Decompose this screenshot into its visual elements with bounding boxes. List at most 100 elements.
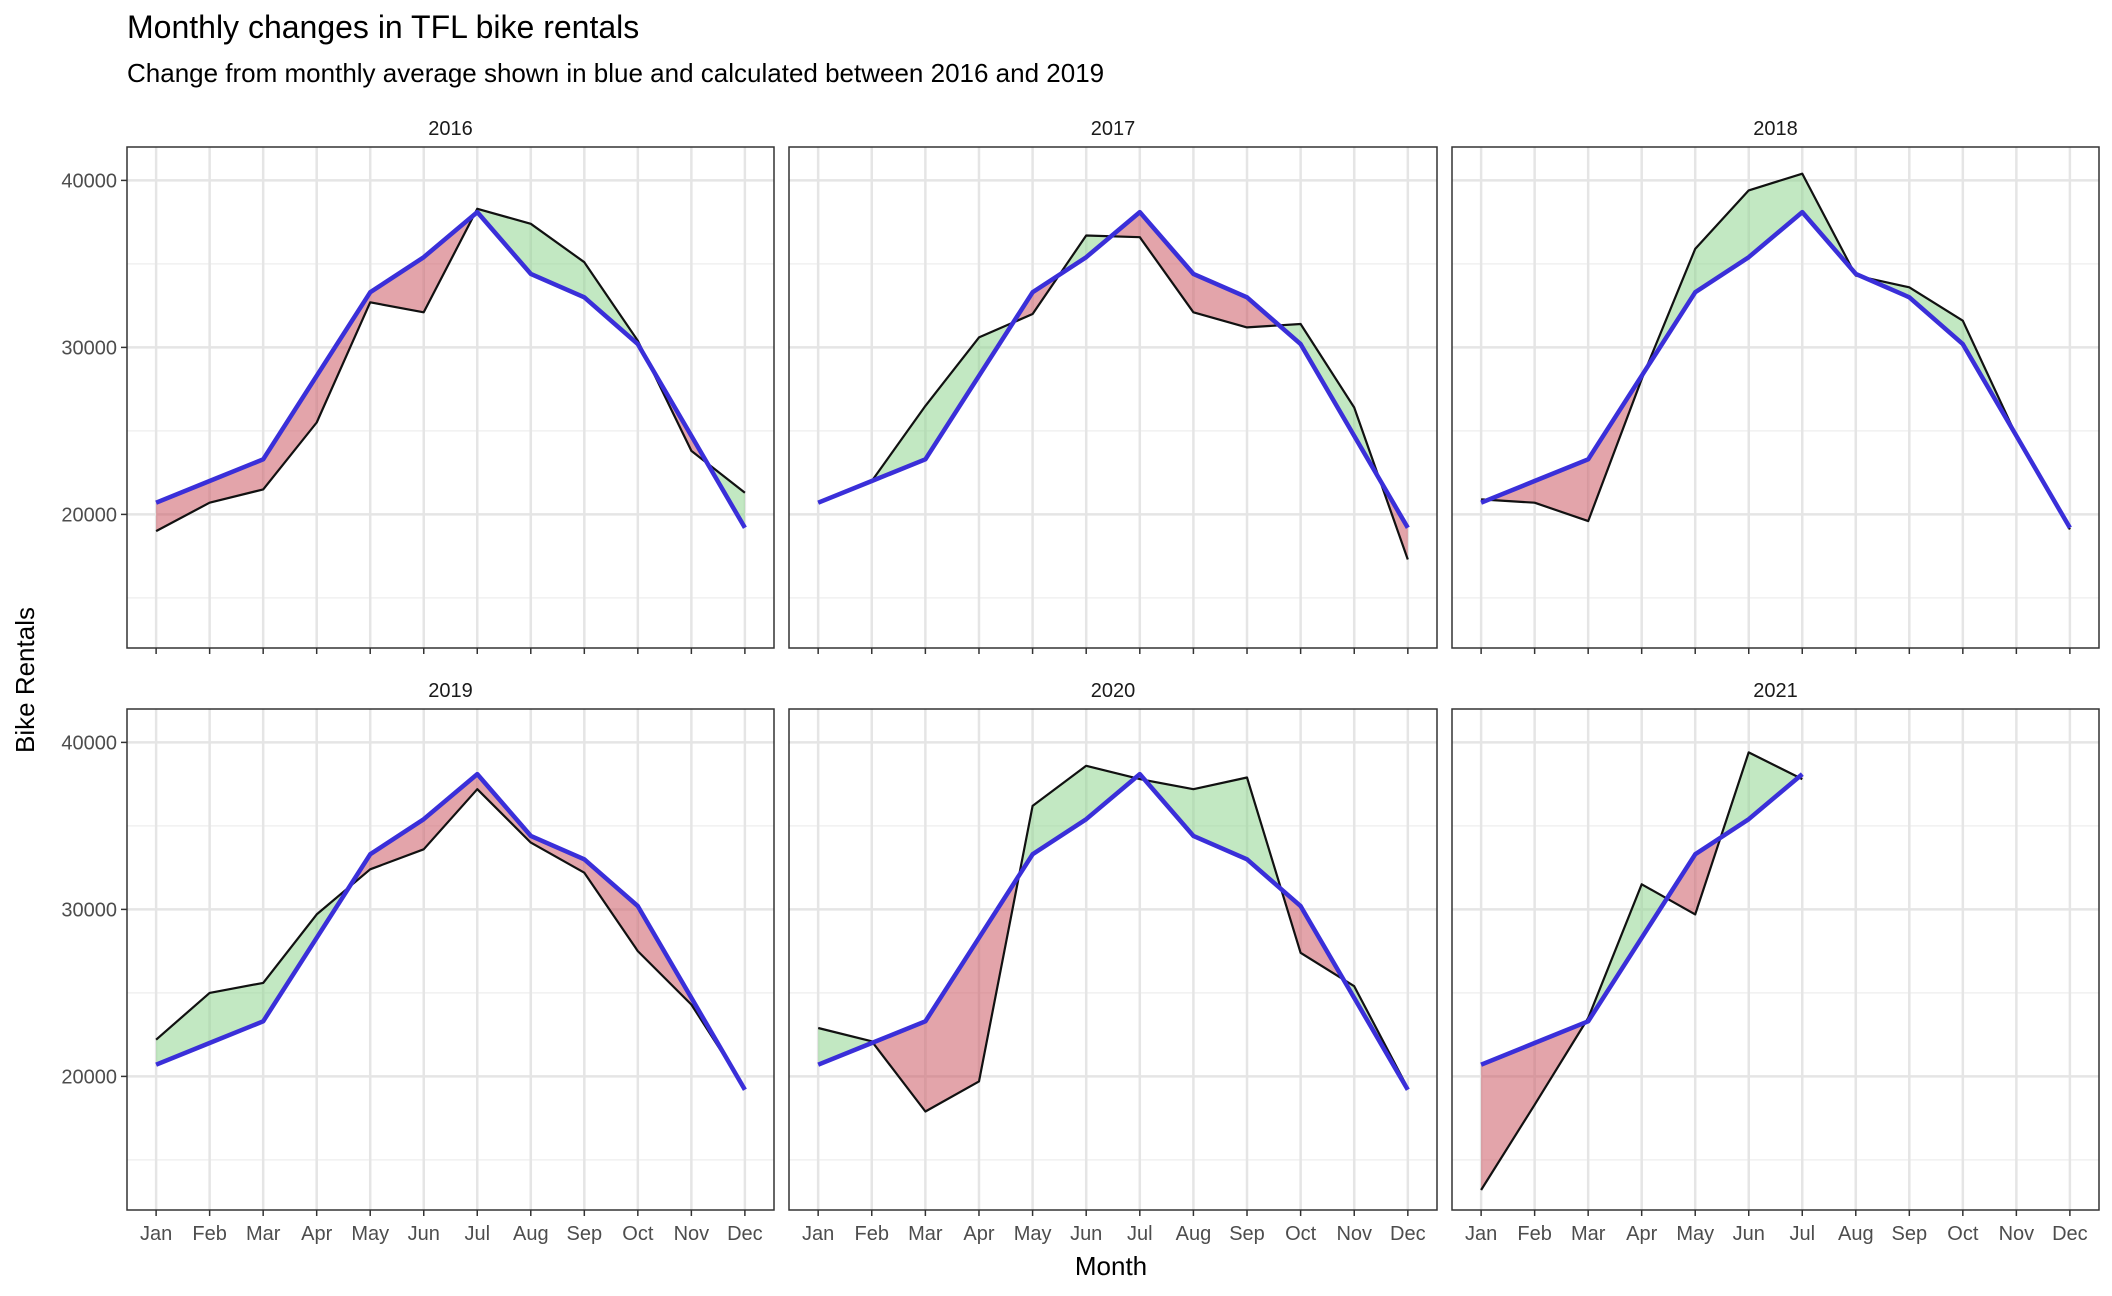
facet-panel-2020: 2020 Jan Feb Mar Apr May Jun Jul Aug Sep Oct Nov Dec (788, 680, 1438, 1245)
x-tick-label: Jan (802, 1223, 834, 1245)
x-tick-label: Jan (140, 1223, 172, 1245)
facet-panels: 2016 20000 30000 40000 2017 2018 2019 20000 3000… (61, 118, 2100, 1245)
facet-panel-2019: 2019 20000 30000 40000 Jan Feb Mar Apr May Jun Jul… (61, 680, 775, 1245)
difference-ribbon (1748, 173, 1803, 258)
panel-strip-label: 2016 (428, 118, 473, 140)
x-tick-label: Mar (1571, 1223, 1606, 1245)
facet-panel-2017: 2017 (788, 118, 1438, 654)
x-tick-label: May (351, 1223, 389, 1245)
x-tick-label: Dec (2052, 1223, 2088, 1245)
monthly-average-line (817, 771, 1410, 1091)
x-tick-label: Aug (513, 1223, 549, 1245)
x-tick-label: Sep (1892, 1223, 1928, 1245)
x-tick-label: Sep (1229, 1223, 1265, 1245)
actual-rentals-line (1480, 751, 1803, 1191)
x-tick-label: Jun (1733, 1223, 1765, 1245)
actual-rentals-line (817, 234, 1409, 560)
x-tick-label: Nov (1336, 1223, 1372, 1245)
x-axis-title: Month (1075, 1251, 1147, 1281)
x-tick-label: Apr (301, 1223, 332, 1245)
actual-rentals-line (817, 764, 1409, 1113)
panel-strip-label: 2017 (1091, 118, 1136, 140)
x-tick-label: Jan (1465, 1223, 1497, 1245)
actual-rentals-line (1481, 172, 2071, 530)
panel-border (126, 146, 775, 649)
difference-ribbon (530, 835, 585, 873)
x-tick-label: Aug (1176, 1223, 1212, 1245)
x-tick-label: Mar (246, 1223, 281, 1245)
facet-panel-2021: 2021 Jan Feb Mar Apr May Jun Jul Aug Sep Oct Nov Dec (1451, 680, 2100, 1245)
difference-ribbon (263, 914, 317, 1022)
y-tick-label: 20000 (61, 1066, 117, 1088)
difference-ribbon (925, 337, 979, 460)
y-axis-title: Bike Rentals (10, 607, 40, 753)
facet-panel-2016: 2016 20000 30000 40000 (61, 118, 775, 654)
difference-ribbon (370, 819, 424, 870)
difference-ribbon (156, 481, 210, 532)
x-tick-label: May (1014, 1223, 1052, 1245)
x-tick-label: Jun (1070, 1223, 1102, 1245)
difference-ribbon (925, 937, 979, 1112)
difference-ribbon (1032, 765, 1087, 855)
x-tick-label: Oct (1285, 1223, 1317, 1245)
x-tick-label: Nov (674, 1223, 710, 1245)
actual-rentals-line (155, 788, 746, 1089)
panel-border (126, 708, 775, 1211)
difference-ribbon (1534, 459, 1589, 522)
panel-border (788, 146, 1438, 649)
panel-border (1451, 708, 2100, 1211)
x-tick-label: Aug (1838, 1223, 1874, 1245)
x-tick-label: Oct (622, 1223, 654, 1245)
difference-ribbon (584, 859, 638, 952)
chart-subtitle: Change from monthly average shown in blu… (127, 58, 1104, 88)
y-tick-label: 40000 (61, 170, 117, 192)
difference-ribbon (1695, 190, 1749, 293)
difference-ribbon (1748, 752, 1799, 820)
difference-ribbon (872, 1021, 926, 1112)
monthly-average-line (1480, 772, 1804, 1067)
x-tick-label: Jul (1789, 1223, 1815, 1245)
y-tick-label: 30000 (61, 337, 117, 359)
x-tick-label: Feb (855, 1223, 889, 1245)
monthly-average-line (155, 209, 747, 529)
chart-title: Monthly changes in TFL bike rentals (127, 9, 639, 45)
panel-border (1451, 146, 2100, 649)
difference-ribbon (423, 774, 478, 850)
difference-ribbon (1139, 212, 1194, 313)
difference-ribbon (1481, 1043, 1535, 1190)
panel-strip-label: 2021 (1753, 680, 1798, 702)
difference-ribbon (209, 982, 264, 1043)
x-tick-label: Jul (1127, 1223, 1153, 1245)
x-tick-label: Nov (1999, 1223, 2035, 1245)
y-tick-label: 30000 (61, 899, 117, 921)
x-tick-label: Oct (1947, 1223, 1979, 1245)
y-tick-label: 40000 (61, 732, 117, 754)
difference-ribbon (263, 375, 317, 490)
x-tick-label: Dec (1390, 1223, 1426, 1245)
monthly-average-line (817, 209, 1410, 529)
difference-ribbon (818, 1028, 872, 1065)
x-tick-label: Dec (727, 1223, 763, 1245)
x-tick-label: Jul (464, 1223, 490, 1245)
x-tick-label: May (1676, 1223, 1714, 1245)
x-tick-label: Jun (408, 1223, 440, 1245)
panel-strip-label: 2020 (1091, 680, 1136, 702)
difference-ribbon (1193, 777, 1247, 860)
x-tick-label: Apr (963, 1223, 994, 1245)
panel-strip-label: 2019 (428, 680, 473, 702)
x-tick-label: Mar (908, 1223, 943, 1245)
x-tick-label: Apr (1626, 1223, 1657, 1245)
facet-panel-2018: 2018 (1451, 118, 2100, 654)
monthly-average-line (155, 771, 747, 1091)
panel-border (788, 708, 1438, 1211)
difference-ribbon (370, 257, 424, 313)
difference-ribbon (1300, 324, 1355, 436)
monthly-average-line (1480, 209, 2072, 529)
difference-ribbon (1086, 765, 1136, 820)
x-tick-label: Sep (567, 1223, 603, 1245)
panel-strip-label: 2018 (1753, 118, 1798, 140)
x-tick-label: Feb (192, 1223, 226, 1245)
difference-ribbon (1193, 273, 1247, 328)
x-tick-label: Feb (1517, 1223, 1551, 1245)
